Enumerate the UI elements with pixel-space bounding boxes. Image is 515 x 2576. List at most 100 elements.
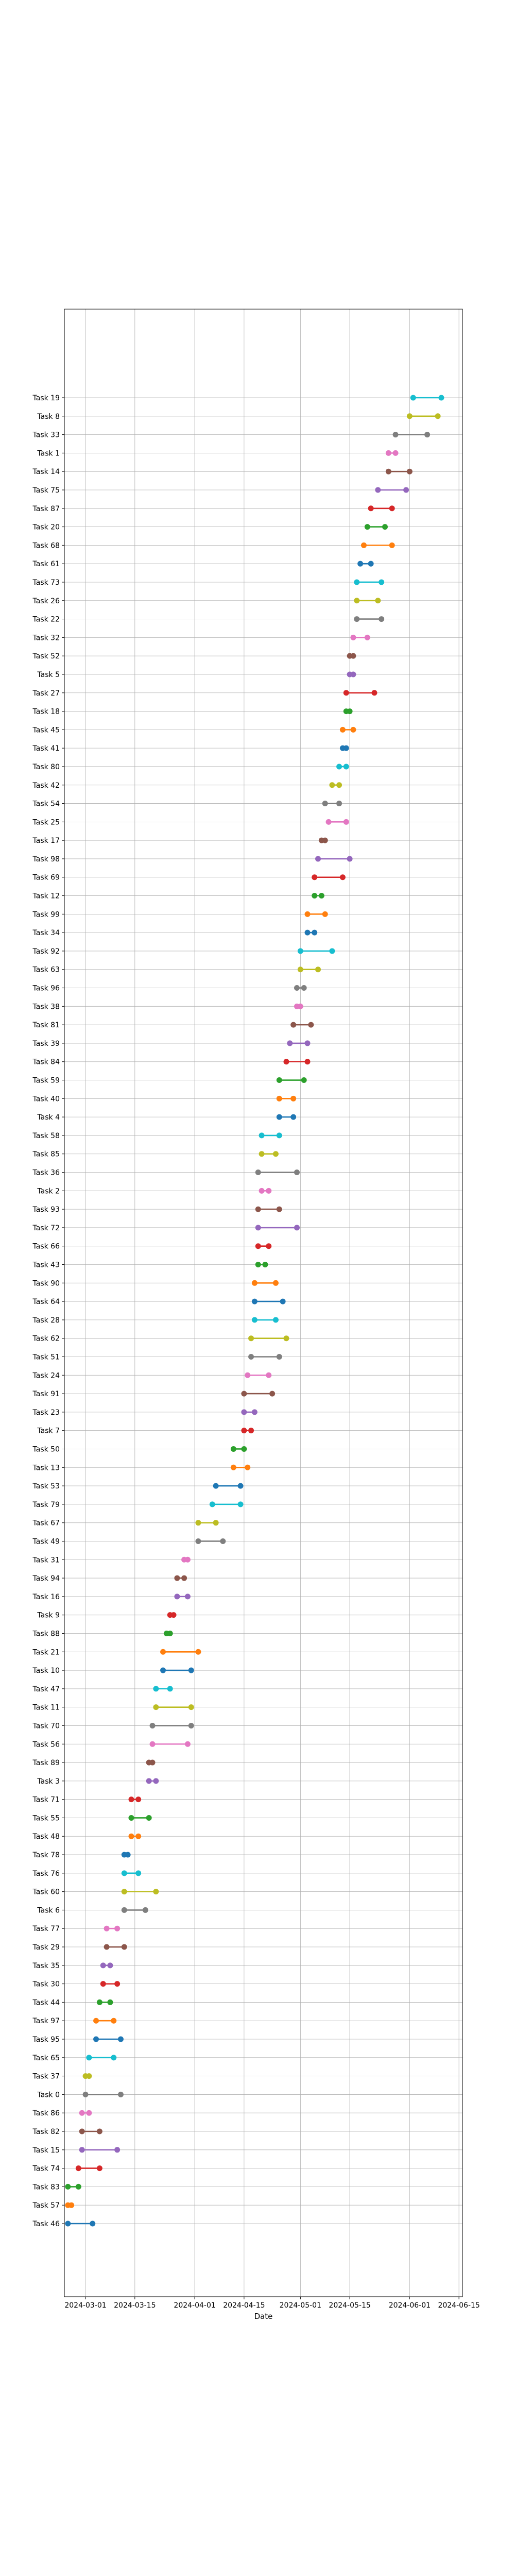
task-end-point [114, 1981, 121, 1987]
task-end-point [184, 1556, 191, 1563]
task-start-point [79, 2110, 85, 2116]
y-tick-label: Task 92 [32, 947, 60, 956]
task-start-point [259, 1132, 265, 1139]
task-end-point [290, 1114, 297, 1120]
task-start-point [121, 1907, 127, 1913]
plot-frame [64, 309, 463, 2297]
task-start-point [82, 2091, 89, 2097]
y-tick-label: Task 10 [32, 1667, 60, 1675]
task-end-point [375, 598, 381, 604]
task-end-point [248, 1428, 254, 1434]
y-tick-label: Task 70 [32, 1722, 60, 1730]
y-tick-label: Task 18 [32, 708, 60, 716]
task-end-point [111, 2018, 117, 2024]
task-start-point [276, 1077, 282, 1083]
task-start-point [248, 1353, 254, 1360]
task-start-point [329, 782, 335, 788]
task-end-point [241, 1446, 247, 1452]
task-start-point [160, 1667, 166, 1673]
task-end-point [146, 1815, 152, 1821]
y-tick-label: Task 31 [32, 1556, 60, 1564]
y-tick-label: Task 98 [32, 855, 60, 863]
task-start-point [322, 801, 328, 807]
task-start-point [406, 413, 413, 419]
task-end-point [195, 1649, 201, 1655]
y-tick-label: Task 26 [32, 597, 60, 605]
task-start-point [255, 1206, 261, 1212]
task-start-point [241, 1391, 247, 1397]
task-end-point [188, 1722, 194, 1728]
x-tick-label: 2024-04-01 [174, 2301, 215, 2310]
y-tick-label: Task 71 [32, 1796, 60, 1804]
x-tick-label: 2024-06-01 [389, 2301, 431, 2310]
task-end-point [153, 1778, 159, 1784]
task-start-point [248, 1335, 254, 1342]
task-start-point [100, 1962, 106, 1969]
task-end-point [392, 450, 399, 456]
y-tick-label: Task 11 [32, 1704, 60, 1712]
y-tick-label: Task 50 [32, 1445, 60, 1453]
task-end-point [322, 911, 328, 917]
y-tick-label: Task 22 [32, 616, 60, 624]
y-tick-label: Task 14 [32, 468, 60, 476]
y-tick-label: Task 21 [32, 1648, 60, 1656]
y-tick-label: Task 37 [32, 2073, 60, 2081]
task-start-point [251, 1317, 258, 1323]
task-start-point [276, 1095, 282, 1101]
task-end-point [188, 1667, 194, 1673]
grid [64, 309, 462, 2297]
task-start-point [312, 893, 318, 899]
task-end-point [276, 1132, 282, 1139]
y-tick-label: Task 12 [32, 892, 60, 901]
task-end-point [382, 524, 388, 530]
task-points [65, 395, 444, 2227]
x-axis-ticks: 2024-03-01 2024-03-15 2024-04-01 2024-04-15… [64, 2297, 480, 2310]
y-tick-label: Task 2 [37, 1187, 60, 1195]
y-tick-label: Task 74 [32, 2165, 60, 2173]
task-end-point [294, 1170, 300, 1176]
task-end-point [170, 1612, 177, 1618]
task-start-point [93, 2036, 99, 2042]
y-tick-label: Task 61 [32, 560, 60, 568]
y-tick-label: Task 82 [32, 2128, 60, 2136]
y-tick-label: Task 1 [37, 449, 60, 457]
task-end-point [272, 1151, 279, 1157]
y-tick-label: Task 75 [32, 486, 60, 495]
task-start-point [354, 579, 360, 585]
x-tick-label: 2024-05-15 [329, 2301, 370, 2310]
task-start-point [128, 1797, 134, 1803]
task-start-point [255, 1262, 261, 1268]
task-end-point [304, 1059, 311, 1065]
y-tick-label: Task 52 [32, 652, 60, 660]
task-end-point [276, 1353, 282, 1360]
task-start-point [65, 2221, 71, 2227]
y-axis-ticks: Task 19 Task 8 Task 33 Task 1 Task 14 Task 75… [32, 394, 64, 2228]
y-tick-label: Task 86 [32, 2109, 60, 2117]
task-end-point [117, 2091, 124, 2097]
y-tick-label: Task 51 [32, 1353, 60, 1361]
y-tick-label: Task 84 [32, 1058, 60, 1066]
task-start-point [290, 1022, 297, 1028]
y-tick-label: Task 63 [32, 966, 60, 974]
task-start-point [128, 1815, 134, 1821]
y-tick-label: Task 33 [32, 431, 60, 439]
y-tick-label: Task 44 [32, 1998, 60, 2007]
y-tick-label: Task 38 [32, 1003, 60, 1011]
y-tick-label: Task 55 [32, 1814, 60, 1822]
task-end-point [297, 1003, 303, 1009]
y-tick-label: Task 73 [32, 579, 60, 587]
task-start-point [100, 1981, 106, 1987]
task-start-point [368, 505, 374, 512]
y-tick-label: Task 99 [32, 910, 60, 919]
task-end-point [68, 2202, 75, 2208]
y-tick-label: Task 89 [32, 1759, 60, 1767]
task-end-point [301, 985, 307, 991]
task-end-point [213, 1520, 219, 1526]
task-end-point [364, 634, 370, 640]
task-end-point [379, 579, 385, 585]
task-start-point [160, 1649, 166, 1655]
task-start-point [297, 967, 303, 973]
y-tick-label: Task 17 [32, 837, 60, 845]
task-start-point [146, 1778, 152, 1784]
task-start-point [255, 1225, 261, 1231]
